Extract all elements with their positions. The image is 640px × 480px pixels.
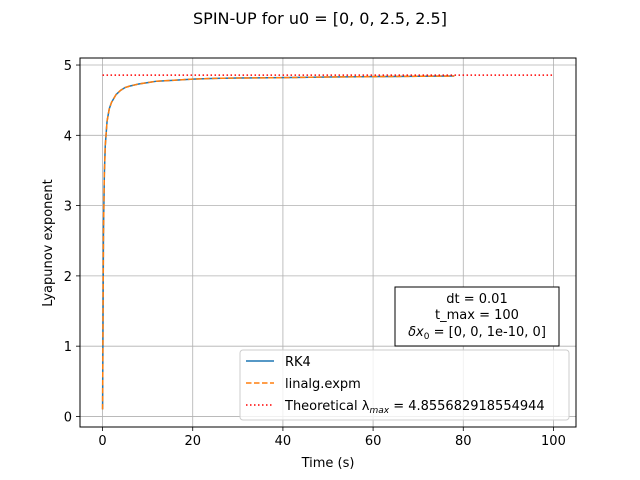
annotation-tmax: t_max = 100	[435, 308, 519, 323]
annotation-dx0-sub: 0	[424, 332, 430, 342]
legend-theoretical-sub: max	[369, 406, 389, 416]
annotation-dx0-prefix: δx	[408, 325, 424, 340]
x-tick-label: 80	[455, 434, 472, 449]
x-tick-label: 60	[365, 434, 382, 449]
y-axis: 0 1 2 3 4 5	[64, 59, 80, 425]
annotation-dt: dt = 0.01	[446, 292, 507, 307]
grid-lines	[80, 58, 576, 427]
x-axis-title: Time (s)	[301, 456, 355, 471]
x-tick-label: 100	[541, 434, 566, 449]
y-tick-label: 5	[64, 59, 72, 74]
plot-frame	[79, 57, 577, 428]
x-tick-label: 20	[184, 434, 201, 449]
legend-label-theoretical: Theoretical λmax = 4.855682918554944	[284, 399, 545, 416]
y-tick-label: 2	[64, 270, 72, 285]
x-axis: 0 20 40 60 80 100	[98, 427, 566, 449]
y-axis-title: Lyapunov exponent	[41, 179, 56, 306]
chart-title: SPIN-UP for u0 = [0, 0, 2.5, 2.5]	[193, 9, 447, 28]
x-tick-label: 0	[98, 434, 106, 449]
legend: RK4 linalg.expm Theoretical λmax = 4.855…	[239, 349, 570, 421]
legend-frame	[239, 349, 570, 421]
annotation-dx0: δx0 = [0, 0, 1e-10, 0]	[408, 325, 546, 342]
y-tick-label: 3	[64, 200, 72, 215]
y-tick-label: 4	[64, 129, 72, 144]
annotation-frame	[394, 286, 560, 347]
legend-theoretical-suffix: = 4.855682918554944	[389, 399, 545, 414]
y-tick-label: 1	[64, 340, 72, 355]
legend-label-rk4: RK4	[285, 355, 311, 370]
series-line-expm	[101, 75, 455, 410]
series-lines	[101, 74, 554, 410]
y-tick-label: 0	[64, 410, 72, 425]
annotation-box: dt = 0.01 t_max = 100 δx0 = [0, 0, 1e-10…	[394, 286, 560, 347]
x-tick-label: 40	[275, 434, 292, 449]
legend-label-expm: linalg.expm	[285, 377, 361, 392]
annotation-dx0-suffix: = [0, 0, 1e-10, 0]	[429, 325, 545, 340]
legend-theoretical-prefix: Theoretical λ	[284, 399, 370, 414]
